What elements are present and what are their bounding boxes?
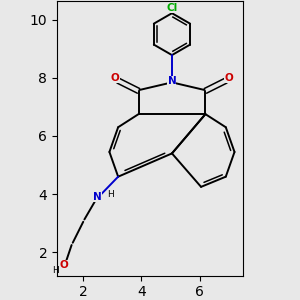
Text: H: H	[52, 266, 59, 275]
Text: H: H	[107, 190, 114, 199]
Text: O: O	[111, 74, 120, 83]
Text: O: O	[224, 74, 233, 83]
Text: Cl: Cl	[166, 3, 178, 13]
Text: N: N	[168, 76, 176, 86]
Text: N: N	[93, 192, 102, 202]
Text: O: O	[60, 260, 69, 270]
